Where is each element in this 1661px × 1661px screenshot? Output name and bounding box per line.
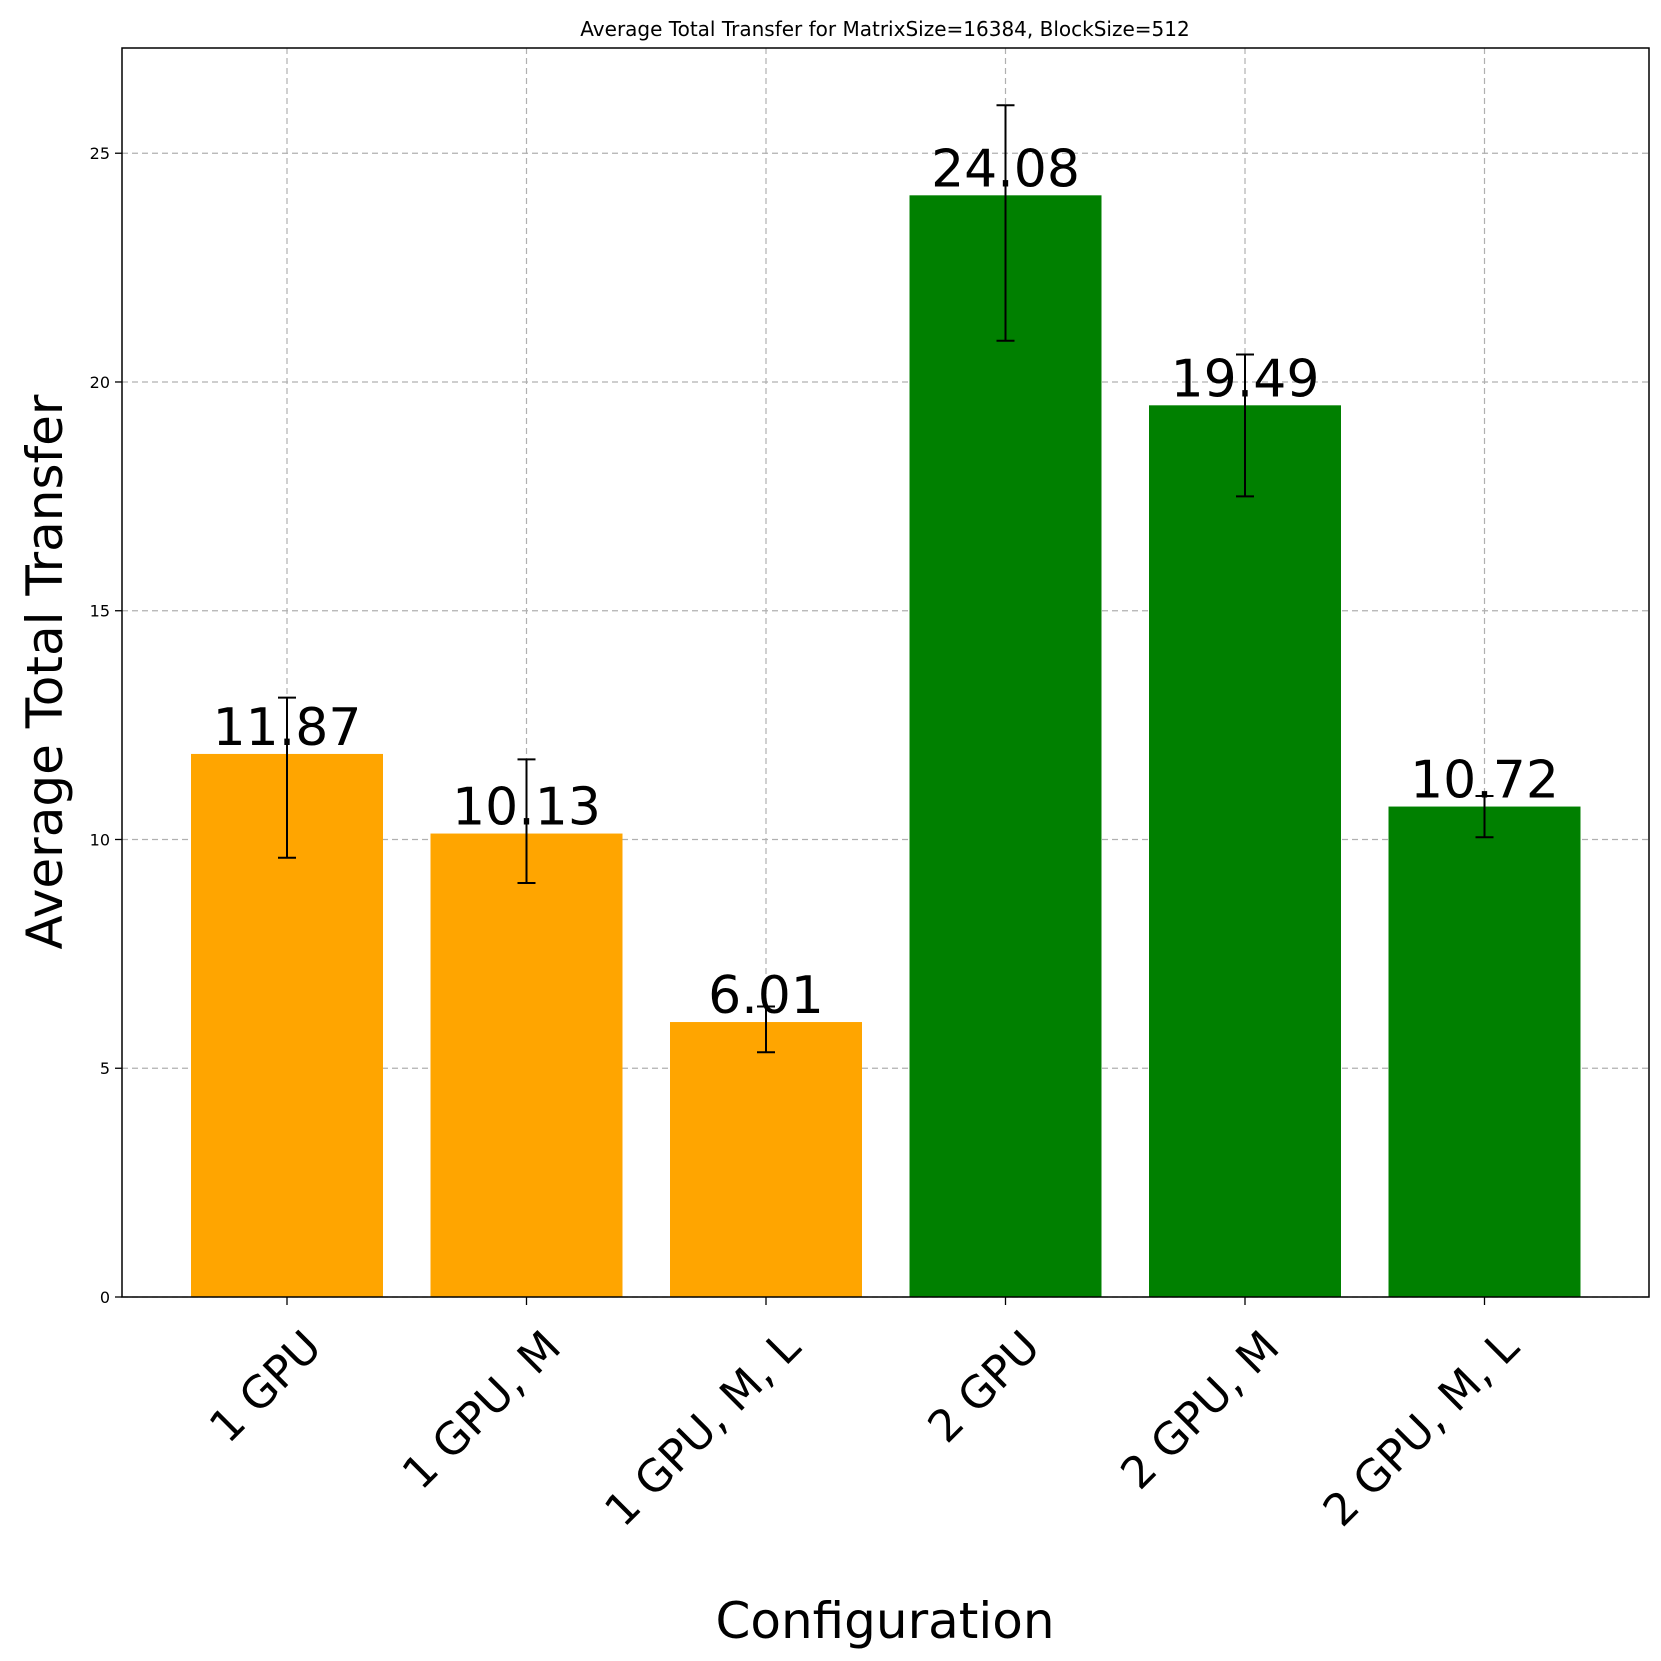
- x-tick-label: 2 GPU: [919, 1321, 1050, 1452]
- y-tick-label: 10: [90, 830, 110, 849]
- bar-5: [1149, 405, 1341, 1297]
- value-labels: 11.87 10.13 6.01 24.08 19.49 10.72: [213, 139, 1559, 1026]
- bar-value-label: 24.08: [931, 139, 1080, 199]
- bar-2: [430, 833, 623, 1297]
- bar-value-label: 11.87: [213, 698, 362, 758]
- x-axis-label: Configuration: [715, 1592, 1054, 1650]
- x-tick-label: 1 GPU: [200, 1321, 331, 1452]
- y-tick-label: 0: [100, 1288, 110, 1307]
- error-bars: [278, 104, 1494, 1054]
- x-tick-label: 1 GPU, M, L: [595, 1321, 810, 1536]
- bars: [191, 195, 1581, 1297]
- bar-value-label: 10.13: [452, 778, 601, 838]
- x-tick-label: 2 GPU, M, L: [1314, 1321, 1529, 1536]
- bar-value-label: 19.49: [1171, 349, 1320, 409]
- y-tick-label: 20: [90, 373, 110, 392]
- y-tick-label: 25: [90, 144, 110, 163]
- bar-value-label: 10.72: [1410, 751, 1559, 811]
- y-tick-label: 5: [100, 1059, 110, 1078]
- x-tick-label: 2 GPU, M: [1111, 1321, 1289, 1499]
- y-axis-label: Average Total Transfer: [16, 394, 74, 949]
- bar-3: [670, 1022, 862, 1297]
- chart-title: Average Total Transfer for MatrixSize=16…: [580, 17, 1189, 41]
- bar-4: [909, 195, 1102, 1297]
- bar-value-label: 6.01: [708, 966, 824, 1026]
- x-tick-label: 1 GPU, M: [393, 1321, 571, 1499]
- y-tick-label: 15: [90, 602, 110, 621]
- bar-6: [1388, 806, 1581, 1297]
- plot-frame: [121, 47, 1650, 1298]
